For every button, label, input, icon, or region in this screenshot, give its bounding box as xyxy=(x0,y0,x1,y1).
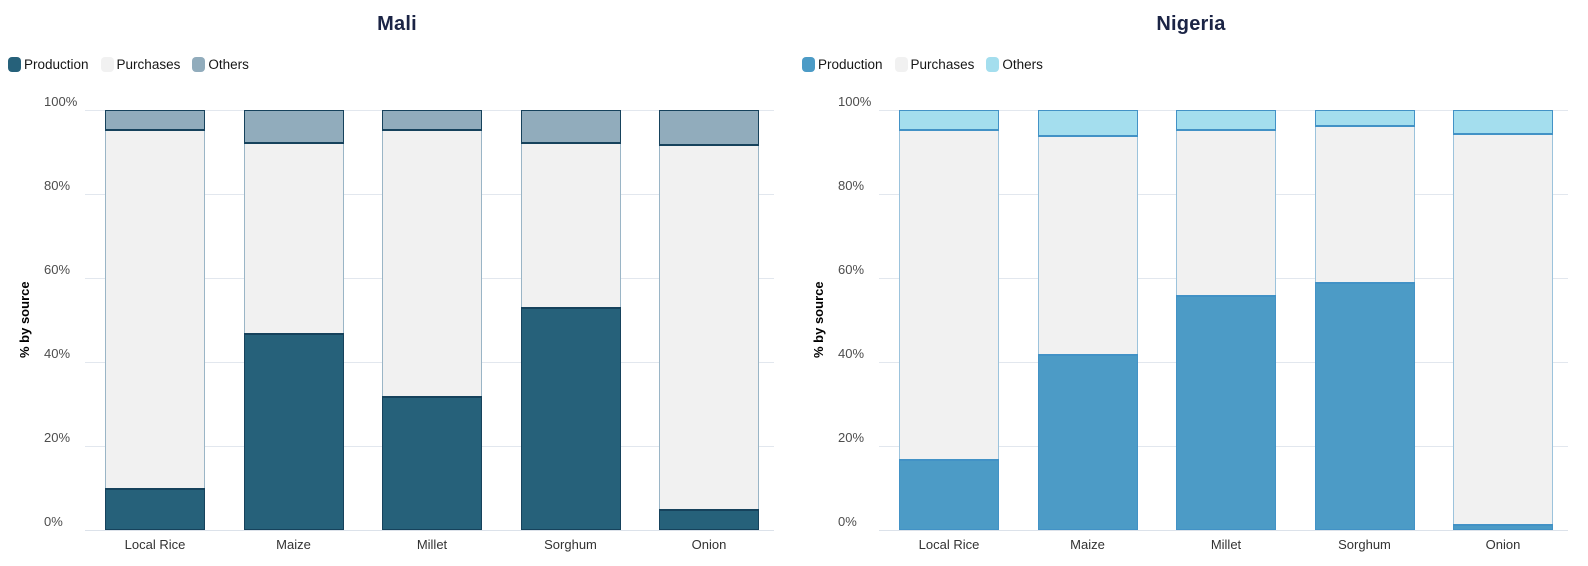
legend-swatch-icon xyxy=(100,57,114,72)
plot-area xyxy=(85,110,774,531)
legend-label: Purchases xyxy=(116,57,181,72)
segment-others-onion[interactable] xyxy=(1453,110,1553,136)
bar-millet xyxy=(382,110,482,530)
legend-label: Others xyxy=(208,57,249,72)
segment-purchases-local-rice[interactable] xyxy=(105,131,205,488)
y-tick-label: 60% xyxy=(44,262,71,277)
segment-purchases-onion[interactable] xyxy=(659,145,759,509)
y-tick-label: 100% xyxy=(44,94,78,109)
segment-others-onion[interactable] xyxy=(659,110,759,146)
legend-label: Production xyxy=(818,57,883,72)
category-label-sorghum: Sorghum xyxy=(1338,537,1391,552)
bar-local-rice xyxy=(899,110,999,530)
bar-sorghum xyxy=(520,110,621,530)
legend-item-others[interactable]: Others xyxy=(192,57,249,72)
y-tick-label: 100% xyxy=(838,94,872,109)
segment-production-maize[interactable] xyxy=(243,332,344,530)
segment-production-onion[interactable] xyxy=(659,509,759,530)
y-tick-label: 80% xyxy=(838,178,865,193)
legend-item-others[interactable]: Others xyxy=(986,57,1043,72)
category-label-local-rice: Local Rice xyxy=(918,537,980,552)
gridline xyxy=(879,530,1568,531)
category-label-onion: Onion xyxy=(1485,537,1521,552)
segment-others-millet[interactable] xyxy=(382,110,482,132)
segment-purchases-millet[interactable] xyxy=(382,131,482,396)
bar-maize xyxy=(1037,110,1138,530)
segment-production-sorghum[interactable] xyxy=(520,307,621,530)
segment-others-local-rice[interactable] xyxy=(899,110,999,132)
legend-item-production[interactable]: Production xyxy=(802,57,883,72)
segment-production-local-rice[interactable] xyxy=(899,458,999,530)
segment-purchases-maize[interactable] xyxy=(1037,137,1138,354)
segment-others-local-rice[interactable] xyxy=(105,110,205,131)
y-tick-label: 0% xyxy=(838,514,857,529)
segment-others-millet[interactable] xyxy=(1176,110,1276,132)
category-label-millet: Millet xyxy=(416,537,448,552)
category-label-maize: Maize xyxy=(1070,537,1105,552)
bar-onion xyxy=(1453,110,1553,530)
gridline xyxy=(85,530,774,531)
y-tick-label: 0% xyxy=(44,514,63,529)
y-tick-label: 40% xyxy=(838,346,865,361)
category-label-local-rice: Local Rice xyxy=(124,537,186,552)
bar-millet xyxy=(1176,110,1276,530)
plot-area xyxy=(879,110,1568,531)
y-tick-label: 80% xyxy=(44,178,71,193)
chart-title: Mali xyxy=(377,13,417,35)
segment-purchases-maize[interactable] xyxy=(243,143,344,333)
legend-item-production[interactable]: Production xyxy=(8,57,89,72)
chart-mali: Mali Production Purchases Others % by sour… xyxy=(8,13,774,552)
segment-others-sorghum[interactable] xyxy=(1314,110,1415,127)
legend-swatch-icon xyxy=(894,57,908,72)
segment-purchases-sorghum[interactable] xyxy=(520,143,621,308)
segment-production-onion[interactable] xyxy=(1453,523,1553,530)
segment-purchases-onion[interactable] xyxy=(1453,135,1553,524)
y-axis-title: % by source xyxy=(17,281,32,359)
segment-others-sorghum[interactable] xyxy=(520,110,621,144)
legend-label: Production xyxy=(24,57,89,72)
bar-onion xyxy=(659,110,759,530)
segment-others-maize[interactable] xyxy=(1037,110,1138,138)
bar-sorghum xyxy=(1314,110,1415,530)
legend-swatch-icon xyxy=(192,57,206,72)
segment-purchases-sorghum[interactable] xyxy=(1314,126,1415,283)
segment-production-local-rice[interactable] xyxy=(105,488,205,530)
legend: Production Purchases Others xyxy=(8,57,249,72)
legend-swatch-icon xyxy=(8,57,21,72)
segment-production-millet[interactable] xyxy=(382,395,482,530)
bar-local-rice xyxy=(105,110,205,530)
bar-maize xyxy=(243,110,344,530)
legend-swatch-icon xyxy=(986,57,1000,72)
y-axis-title: % by source xyxy=(811,281,826,359)
y-tick-label: 20% xyxy=(838,430,865,445)
category-label-onion: Onion xyxy=(691,537,727,552)
segment-others-maize[interactable] xyxy=(243,110,344,144)
legend: Production Purchases Others xyxy=(802,57,1043,72)
legend-swatch-icon xyxy=(802,57,815,72)
y-tick-label: 60% xyxy=(838,262,865,277)
category-label-maize: Maize xyxy=(276,537,311,552)
chart-nigeria: Nigeria Production Purchases Others % by s… xyxy=(794,0,1588,566)
y-tick-label: 20% xyxy=(44,430,71,445)
legend-item-purchases[interactable]: Purchases xyxy=(100,57,181,72)
category-label-millet: Millet xyxy=(1210,537,1242,552)
legend-label: Others xyxy=(1002,57,1043,72)
segment-purchases-millet[interactable] xyxy=(1176,131,1276,295)
y-tick-label: 40% xyxy=(44,346,71,361)
chart-title: Nigeria xyxy=(1156,13,1226,35)
segment-production-maize[interactable] xyxy=(1037,353,1138,530)
segment-production-millet[interactable] xyxy=(1176,294,1276,530)
legend-item-purchases[interactable]: Purchases xyxy=(894,57,975,72)
category-label-sorghum: Sorghum xyxy=(544,537,597,552)
segment-production-sorghum[interactable] xyxy=(1314,282,1415,530)
segment-purchases-local-rice[interactable] xyxy=(899,131,999,459)
legend-label: Purchases xyxy=(910,57,975,72)
